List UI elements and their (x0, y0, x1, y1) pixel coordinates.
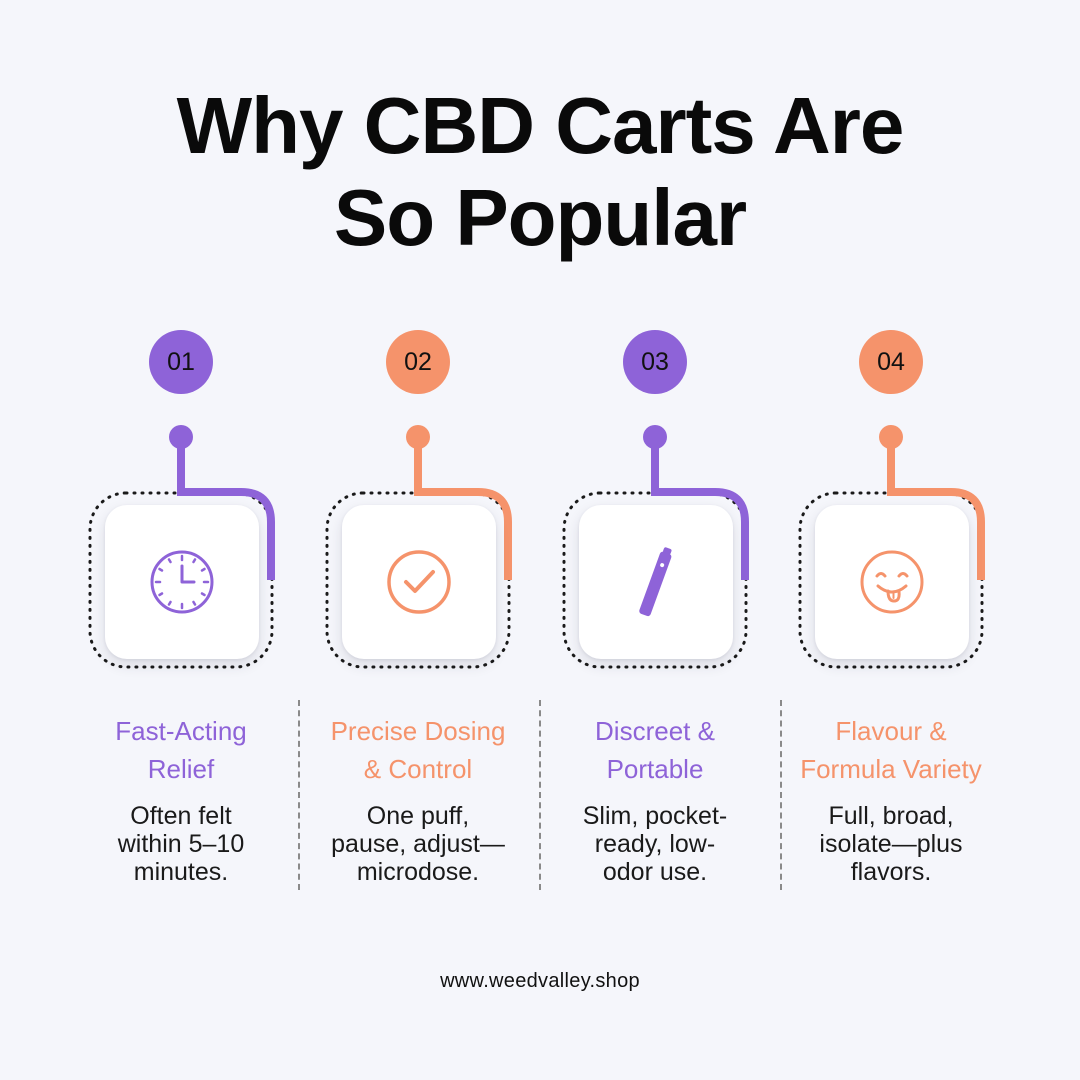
step-number-badge: 04 (859, 330, 923, 394)
step-description: Often felt within 5–10 minutes. (117, 802, 245, 886)
icon-card (815, 505, 969, 659)
step-heading: Discreet & Portable (595, 716, 715, 784)
vape-pen-icon (639, 547, 672, 617)
step-heading: Flavour & Formula Variety (800, 716, 982, 784)
step-heading: Precise Dosing & Control (330, 716, 506, 784)
step-description: One puff, pause, adjust— microdose. (331, 802, 505, 886)
step-02: 02 Precise Dosing & Control One puff, pa… (300, 0, 536, 1080)
column-divider (780, 700, 782, 890)
check-circle-icon (387, 550, 451, 614)
page-title: Why CBD Carts Are So Popular (0, 80, 1080, 264)
title-line-2: So Popular (333, 173, 747, 262)
step-heading: Fast-Acting Relief (115, 716, 247, 784)
step-number-badge: 03 (623, 330, 687, 394)
step-04: 04 Flavour & Formula Variety Full, broad… (773, 0, 1009, 1080)
step-description: Full, broad, isolate—plus flavors. (819, 802, 963, 886)
title-line-1: Why CBD Carts Are (176, 81, 905, 170)
icon-card (105, 505, 259, 659)
footer-url: www.weedvalley.shop (440, 970, 640, 992)
step-number-badge: 02 (386, 330, 450, 394)
step-03: 03 Discreet & Portable Slim, pocket- rea… (537, 0, 773, 1080)
tongue-smile-icon (860, 550, 924, 614)
step-01: 01 Fast-Acting Relief Often felt within … (63, 0, 299, 1080)
column-divider (539, 700, 541, 890)
clock-icon (150, 550, 214, 614)
icon-card (579, 505, 733, 659)
icon-card (342, 505, 496, 659)
step-number-badge: 01 (149, 330, 213, 394)
step-description: Slim, pocket- ready, low- odor use. (582, 802, 728, 886)
column-divider (298, 700, 300, 890)
